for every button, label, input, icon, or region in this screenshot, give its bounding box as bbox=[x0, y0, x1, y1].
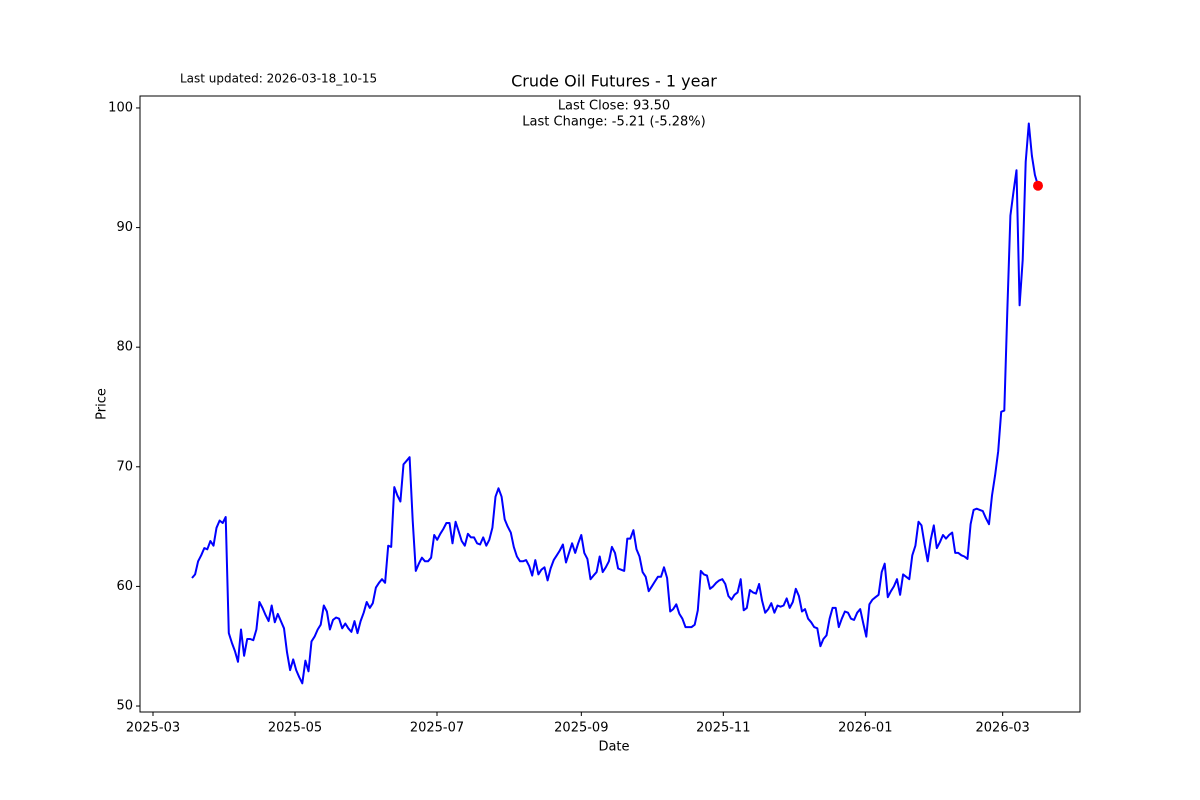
y-tick-label: 50 bbox=[116, 699, 133, 714]
x-tick-label: 2025-09 bbox=[554, 721, 608, 736]
x-tick-label: 2026-01 bbox=[838, 721, 892, 736]
last-updated: Last updated: 2026-03-18_10-15 bbox=[180, 72, 377, 86]
y-tick-label: 70 bbox=[116, 459, 133, 474]
y-tick-label: 90 bbox=[116, 220, 133, 235]
x-axis-label: Date bbox=[598, 740, 629, 755]
last-close-marker bbox=[1033, 180, 1043, 191]
y-tick-label: 80 bbox=[116, 340, 133, 355]
x-tick-label: 2025-11 bbox=[696, 721, 750, 736]
x-tick-label: 2025-05 bbox=[268, 721, 322, 736]
x-tick-label: 2025-07 bbox=[410, 721, 464, 736]
y-tick-label: 60 bbox=[116, 579, 133, 594]
price-line bbox=[191, 122, 1039, 685]
annotation: Last Change: -5.21 (-5.28%) bbox=[522, 115, 705, 130]
x-tick-label: 2026-03 bbox=[976, 721, 1030, 736]
plot-area bbox=[139, 95, 1081, 713]
y-axis-label: Price bbox=[95, 388, 110, 420]
annotation: Last Close: 93.50 bbox=[558, 99, 670, 114]
y-tick-label: 100 bbox=[108, 100, 133, 115]
chart-title: Crude Oil Futures - 1 year bbox=[511, 72, 717, 91]
x-tick-label: 2025-03 bbox=[126, 721, 180, 736]
